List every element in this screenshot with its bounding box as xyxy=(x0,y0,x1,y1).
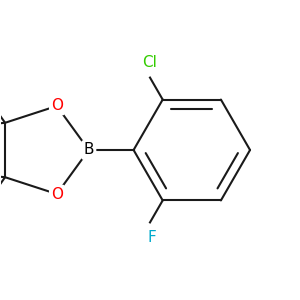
Text: O: O xyxy=(51,98,63,113)
Text: Cl: Cl xyxy=(142,55,158,70)
Text: F: F xyxy=(147,230,156,245)
Text: O: O xyxy=(51,187,63,202)
Text: B: B xyxy=(83,142,94,158)
